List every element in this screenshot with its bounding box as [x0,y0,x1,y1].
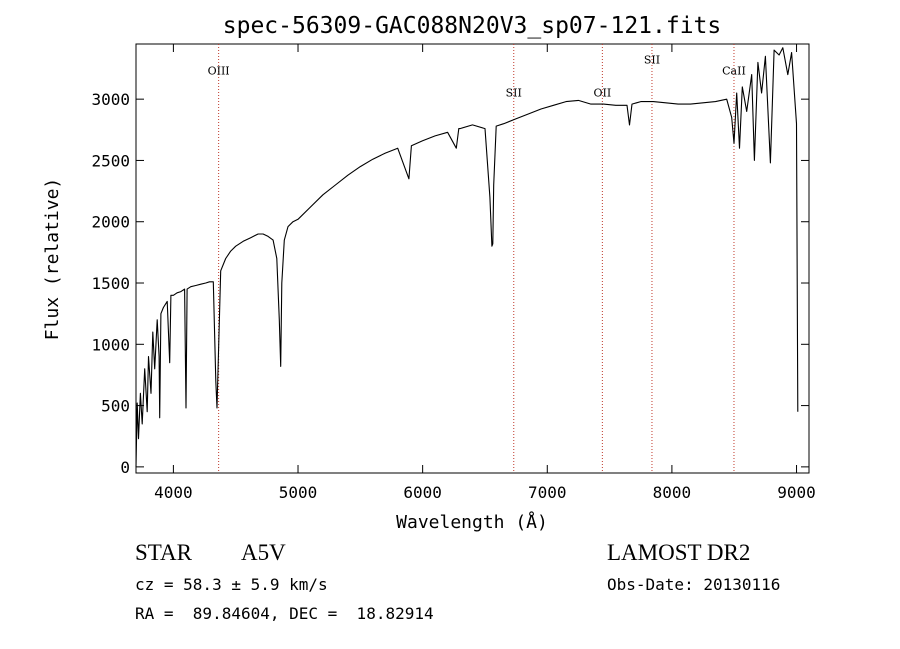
subclass: A5V [241,540,286,565]
spectral-line-label: OII [594,87,612,100]
y-tick-label: 3000 [91,90,130,109]
x-tick-label: 6000 [403,483,442,502]
plot-frame [135,43,810,474]
spectrum-line [135,47,799,467]
x-tick-label: 9000 [777,483,816,502]
x-axis-label: Wavelength (Å) [396,511,548,533]
x-tick-label: 4000 [154,483,193,502]
spectral-line-label: OIII [208,65,230,78]
spectrum-series [135,47,799,467]
survey-name: LAMOST DR2 [607,540,751,565]
y-tick-label: 1000 [91,335,130,354]
observation-date: Obs-Date: 20130116 [607,575,781,594]
spectral-line-label: CaII [722,65,746,78]
axis-ticks: 4000 5000 6000 7000 8000 9000 0 500 1000 1500 2000… [91,44,816,502]
y-tick-label: 2500 [91,151,130,170]
y-tick-label: 2000 [91,213,130,232]
x-tick-label: 7000 [528,483,567,502]
y-tick-label: 0 [120,458,130,477]
x-tick-label: 5000 [279,483,318,502]
coordinates: RA = 89.84604, DEC = 18.82914 [135,604,434,623]
spectral-line-label: SII [506,87,522,100]
spectral-lines: OIII SII OII SII CaII [208,44,746,473]
spectral-line-label: SII [644,54,660,67]
x-tick-label: 8000 [653,483,692,502]
y-tick-label: 1500 [91,274,130,293]
object-class: STAR [135,540,192,565]
y-axis-label: Flux (relative) [42,178,63,341]
y-tick-label: 500 [101,397,130,416]
chart-title: spec-56309-GAC088N20V3_sp07-121.fits [223,13,722,39]
redshift-velocity: cz = 58.3 ± 5.9 km/s [135,575,328,594]
